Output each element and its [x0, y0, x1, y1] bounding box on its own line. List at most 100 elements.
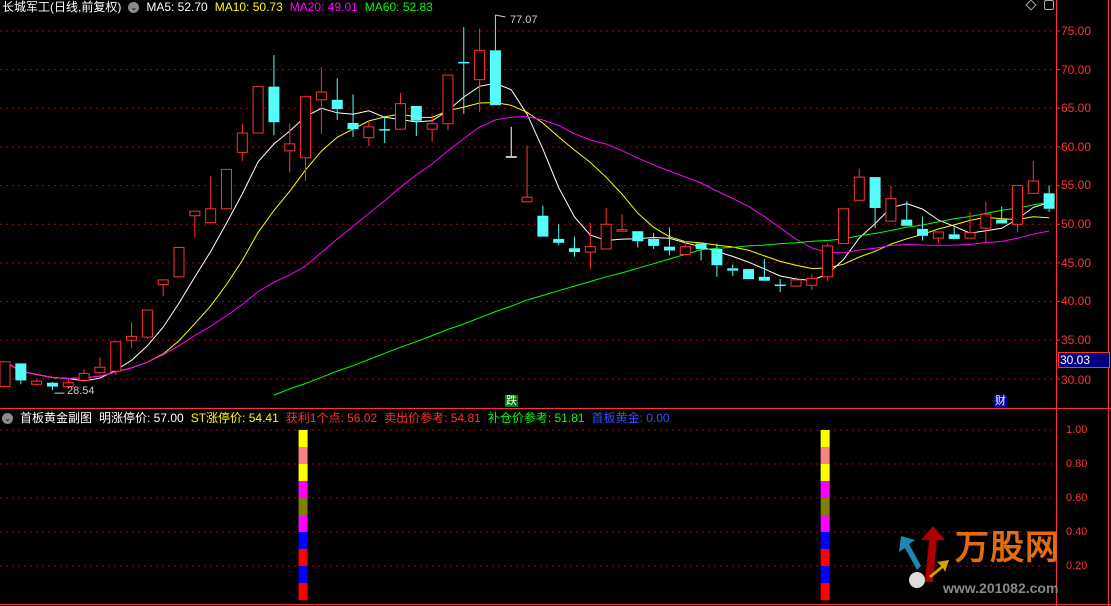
candle-body-up [0, 361, 11, 388]
candle-body-down [553, 238, 565, 243]
indicator-bar-segment [298, 549, 308, 567]
indicator-header: ⌄ 首板黄金副图 明涨停价: 57.00 ST涨停价: 54.41 获利1个点:… [2, 411, 670, 425]
candle-body-up [126, 335, 138, 341]
candle-body-up [806, 277, 818, 286]
indicator-bar-segment [820, 481, 830, 499]
fall-marker[interactable]: 跌 [505, 395, 518, 407]
candle-body-down [331, 99, 343, 110]
candle-body-up [1027, 180, 1039, 194]
candle-body-down [379, 129, 391, 131]
candle-body-up [964, 232, 976, 239]
candle-body-down [869, 177, 881, 209]
candle-body-up [300, 96, 312, 159]
logo-arrows-icon [899, 526, 949, 588]
indicator-name: 首板黄金副图 [20, 411, 93, 425]
candle-body-up [220, 168, 232, 210]
candle-body-down [743, 269, 755, 280]
candle-body-up [31, 380, 43, 385]
indicator-bar-segment [820, 430, 830, 448]
first-board-gold-value: 首板黄金: 0.00 [591, 411, 670, 425]
price-tick: 70.00 [1061, 63, 1092, 77]
candle-body-down [996, 219, 1008, 224]
candle-body-up [173, 246, 185, 278]
ma60-label: MA60: 52.83 [364, 0, 433, 14]
candle-body-up [584, 246, 596, 253]
candle-body-down [901, 219, 913, 226]
candle-body-down [758, 276, 770, 281]
chevron-down-icon[interactable]: ⌄ [128, 1, 140, 13]
profit-1pt-price: 获利1个点: 56.02 [285, 411, 378, 425]
candle-body-up [442, 74, 454, 125]
finance-marker[interactable]: 财 [994, 395, 1007, 407]
candle-body-up [78, 372, 90, 381]
limit-up-price: 明涨停价: 57.00 [99, 411, 184, 425]
ma5-line [4, 82, 1050, 382]
candle-body-down [410, 105, 422, 121]
candle-body-down [695, 243, 707, 249]
candle-body-up [110, 341, 122, 372]
candle-body-up [980, 213, 992, 229]
candle-body-up [62, 382, 74, 388]
price-tick: 75.00 [1061, 24, 1092, 38]
indicator-bar-segment [820, 498, 830, 516]
sell-reference: 卖出价参考: 54.81 [384, 411, 481, 425]
indicator-bar-segment [298, 566, 308, 584]
candle-body-down [648, 238, 660, 246]
indicator-bar-segment [820, 447, 830, 465]
candle-body-down [774, 284, 786, 287]
logo-name: 万股网 [955, 529, 1060, 567]
indicator-tick: 0.40 [1066, 526, 1088, 538]
ma5-label: MA5: 52.70 [146, 0, 208, 14]
candle-body-up [363, 126, 375, 139]
ma60-line [273, 201, 1050, 396]
candle-body-up [395, 103, 406, 130]
candle-body-down [505, 156, 517, 158]
candle-body-down [632, 231, 644, 242]
window-toggle-icon[interactable] [1044, 0, 1054, 10]
candle-body-up [521, 196, 533, 203]
price-tick: 50.00 [1061, 217, 1092, 231]
indicator-bar-segment [298, 430, 308, 448]
chevron-down-icon[interactable]: ⌄ [2, 412, 13, 424]
stock-title: 长城军工(日线,前复权) [2, 0, 122, 14]
high-price-label: 77.07 [510, 14, 538, 26]
price-tick: 35.00 [1061, 333, 1092, 347]
indicator-bar-segment [820, 532, 830, 550]
indicator-tick: 1.00 [1066, 424, 1088, 436]
indicator-bar-segment [820, 464, 830, 482]
candle-body-down [268, 86, 280, 123]
candle-body-up [616, 229, 628, 232]
candle-body-up [790, 279, 802, 287]
candle-body-down [948, 234, 960, 239]
candle-body-down [663, 246, 675, 251]
candle-body-down [1043, 193, 1055, 209]
ma20-line [4, 116, 1050, 380]
candle-body-down [917, 228, 929, 236]
candle-body-up [1011, 185, 1023, 225]
candle-body-down [711, 248, 723, 266]
indicator-tick: 0.80 [1066, 458, 1088, 470]
candle-body-down [347, 122, 359, 130]
candle-body-down [458, 61, 470, 64]
candle-body-down [15, 363, 27, 381]
candle-body-down [727, 268, 739, 271]
indicator-bar-segment [298, 447, 308, 465]
candle-body-up [141, 309, 153, 338]
price-tick: 60.00 [1061, 140, 1092, 154]
add-position-reference: 补仓价参考: 51.81 [487, 411, 585, 425]
candle-body-up [600, 223, 612, 250]
indicator-bar-segment [298, 481, 308, 499]
candle-body-down [569, 248, 581, 253]
candle-body-up [885, 198, 897, 222]
price-tick: 45.00 [1061, 256, 1092, 270]
candle-body-up [252, 86, 264, 134]
candle-body-up [94, 366, 106, 374]
candle-body-up [284, 143, 296, 152]
ma10-line [4, 102, 1050, 380]
candle-body-up [157, 279, 169, 286]
indicator-tick: 0.60 [1066, 492, 1088, 504]
price-tick: 40.00 [1061, 294, 1092, 308]
st-limit-up-price: ST涨停价: 54.41 [190, 411, 279, 425]
